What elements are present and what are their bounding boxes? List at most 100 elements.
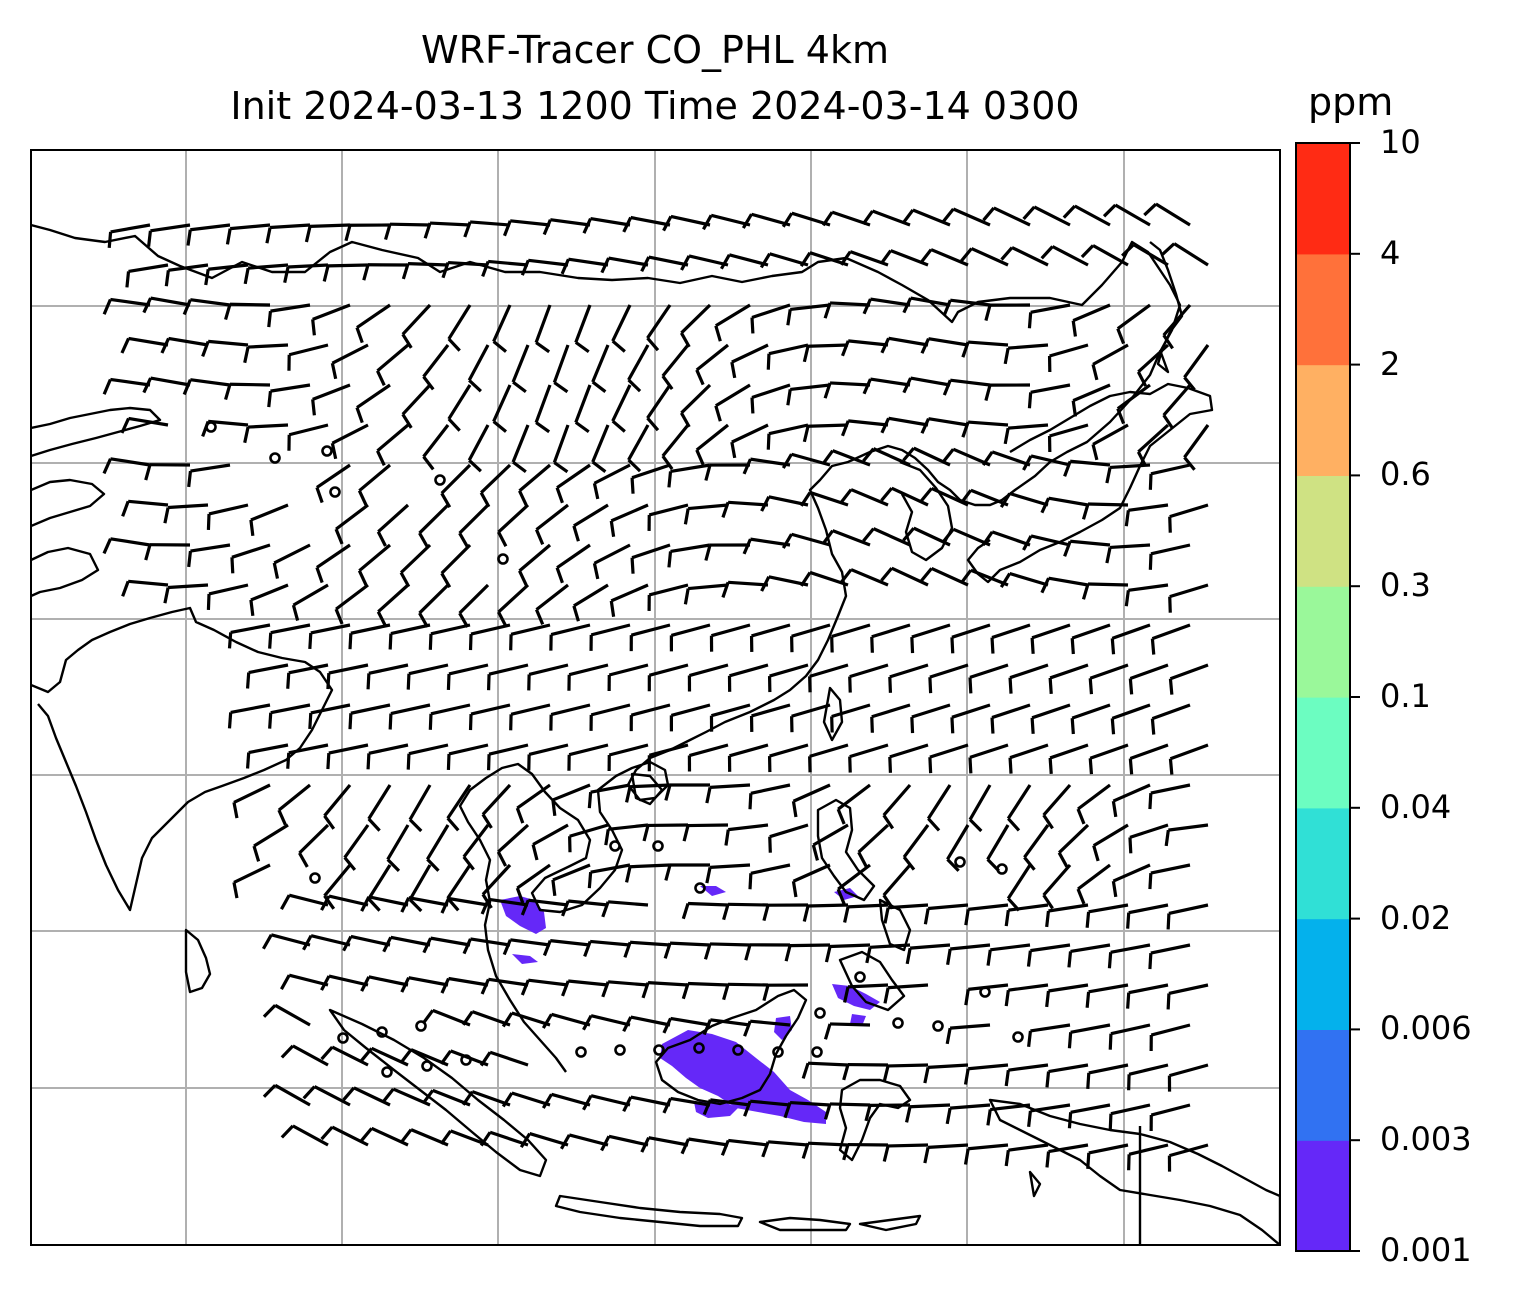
- wind-barb: [642, 823, 689, 842]
- wind-barb-staff: [390, 623, 431, 636]
- wind-barb: [702, 1018, 751, 1036]
- wind-barb: [366, 663, 409, 690]
- wind-barb-flag: [748, 793, 753, 810]
- wind-barb-flag: [497, 611, 508, 627]
- wind-barb-staff: [807, 1141, 849, 1147]
- wind-barb-staff: [728, 823, 769, 832]
- wind-barb-staff: [1089, 663, 1129, 680]
- wind-barb-flag: [843, 906, 850, 923]
- wind-barb-flag: [888, 756, 893, 773]
- wind-barb-staff: [1137, 343, 1170, 374]
- wind-barb-flag: [1027, 392, 1033, 409]
- wind-barb-staff: [887, 903, 929, 910]
- wind-barb: [567, 663, 609, 691]
- wind-barb-flag: [842, 1064, 850, 1081]
- wind-barb-flag: [1004, 989, 1010, 1007]
- wind-barb: [722, 982, 769, 1001]
- wind-barb-flag: [1162, 334, 1174, 350]
- wind-barb-flag: [1030, 637, 1035, 654]
- calm-wind-marker: [434, 474, 446, 486]
- calm-wind-marker: [575, 1046, 587, 1058]
- wind-barb: [1105, 463, 1151, 484]
- wind-barb: [669, 703, 711, 732]
- wind-barb-flag: [609, 600, 616, 617]
- wind-barb: [315, 543, 351, 584]
- wind-barb: [1149, 1103, 1191, 1132]
- wind-barb: [984, 303, 1031, 321]
- wind-barb-staff: [288, 973, 329, 987]
- wind-barb-flag: [315, 486, 324, 504]
- wind-barb: [467, 344, 490, 393]
- wind-barb: [272, 543, 311, 579]
- wind-barb-staff: [829, 1022, 871, 1027]
- wind-barb-staff: [233, 783, 271, 804]
- wind-barb-staff: [150, 223, 191, 233]
- wind-barb: [107, 223, 151, 249]
- wind-barb: [963, 1143, 1009, 1165]
- wind-barb-flag: [582, 1094, 593, 1111]
- wind-barb-staff: [356, 383, 391, 409]
- colorbar-tick-label: 0.1: [1380, 677, 1431, 715]
- wind-barb-flag: [625, 866, 632, 883]
- wind-barb: [600, 1134, 649, 1152]
- wind-barb-flag: [1076, 808, 1086, 825]
- wind-barb-staff: [535, 503, 569, 531]
- wind-barb-staff: [912, 208, 951, 227]
- wind-barb: [683, 503, 729, 525]
- wind-barb: [549, 623, 591, 651]
- wind-barb-staff: [230, 703, 271, 714]
- coastline: [31, 478, 106, 528]
- wind-barb-staff: [1116, 303, 1151, 330]
- wind-barb-staff: [832, 529, 871, 547]
- wind-barb-staff: [448, 896, 489, 907]
- wind-barb-flag: [388, 633, 393, 650]
- wind-barb: [502, 219, 551, 237]
- wind-barb: [342, 934, 391, 952]
- wind-barb: [604, 823, 649, 846]
- wind-barb-staff: [328, 663, 369, 675]
- wind-barb: [481, 259, 529, 278]
- wind-barb-flag: [343, 856, 357, 871]
- wind-barb-flag: [561, 900, 570, 917]
- wind-barb-staff: [807, 343, 849, 348]
- wind-barb-flag: [823, 302, 832, 319]
- wind-barb-flag: [400, 1048, 413, 1064]
- wind-barb-staff: [611, 304, 632, 342]
- wind-barb-flag: [1040, 497, 1051, 514]
- wind-barb-staff: [991, 623, 1031, 640]
- wind-barb-staff: [951, 703, 991, 719]
- wind-barb-staff: [590, 1094, 631, 1107]
- wind-barb: [1027, 303, 1071, 329]
- wind-barb-staff: [837, 783, 871, 811]
- wind-barb-flag: [187, 550, 193, 568]
- wind-barb-flag: [120, 337, 130, 354]
- wind-barb: [311, 383, 351, 416]
- wind-barb-flag: [384, 223, 392, 240]
- wind-barb-flag: [942, 299, 952, 316]
- wind-barb-flag: [1128, 678, 1134, 695]
- wind-barb: [661, 423, 690, 470]
- wind-barb: [320, 974, 369, 991]
- wind-barb: [681, 981, 729, 1000]
- wind-barb-staff: [528, 258, 569, 267]
- colorbar-segment: [1296, 143, 1350, 255]
- wind-barb: [902, 296, 951, 314]
- wind-barb: [320, 1125, 369, 1147]
- wind-barb-staff: [728, 1138, 769, 1147]
- wind-barb: [959, 568, 1009, 587]
- wind-barb: [905, 943, 951, 965]
- wind-barb-flag: [646, 337, 660, 352]
- wind-barb: [267, 303, 311, 328]
- wind-barb-flag: [283, 266, 290, 283]
- wind-barb-flag: [268, 712, 273, 729]
- wind-barb: [1004, 1063, 1049, 1087]
- wind-barb-flag: [355, 407, 364, 424]
- wind-barb-flag: [515, 887, 525, 904]
- wind-barb-flag: [999, 492, 1012, 508]
- wind-barb-staff: [1087, 502, 1129, 507]
- wind-barb: [362, 263, 409, 281]
- wind-barb-staff: [377, 503, 410, 533]
- wind-barb-flag: [864, 1104, 872, 1122]
- wind-barb-flag: [501, 1012, 514, 1028]
- wind-barb-staff: [1168, 983, 1209, 996]
